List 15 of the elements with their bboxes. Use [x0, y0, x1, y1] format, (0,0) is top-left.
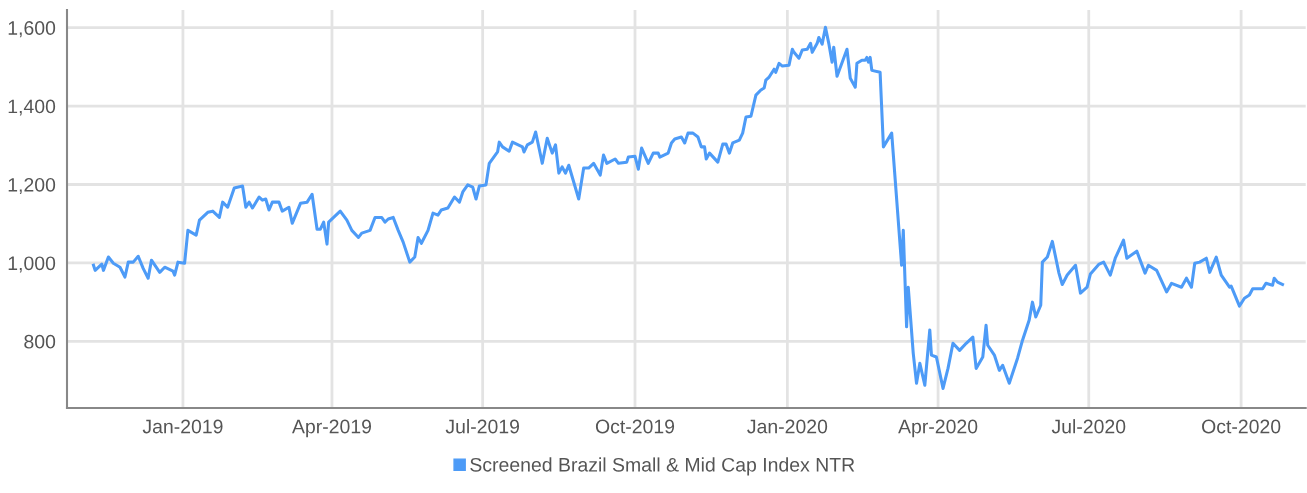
x-tick-label: Oct-2019 — [595, 419, 675, 434]
x-tick-label: Oct-2020 — [1202, 419, 1281, 434]
x-tick-label: Jan-2020 — [747, 419, 828, 434]
x-tick-label: Apr-2020 — [898, 419, 978, 438]
y-tick-label: 1,400 — [8, 99, 56, 116]
y-tick-label: 1,000 — [8, 256, 56, 273]
x-tick-label: Jul-2019 — [445, 419, 520, 434]
x-tick-label: Jul-2020 — [1051, 419, 1126, 434]
y-tick-label: 1,200 — [8, 177, 56, 195]
x-tick-label: Apr-2019 — [292, 419, 372, 438]
legend-label: Screened Brazil Small & Mid Cap Index NTR — [470, 457, 855, 476]
line-series — [91, 25, 1285, 390]
y-tick-label: 800 — [24, 334, 56, 349]
y-tick-label: 1,600 — [8, 21, 56, 38]
x-tick-label: Jan-2019 — [142, 419, 223, 434]
